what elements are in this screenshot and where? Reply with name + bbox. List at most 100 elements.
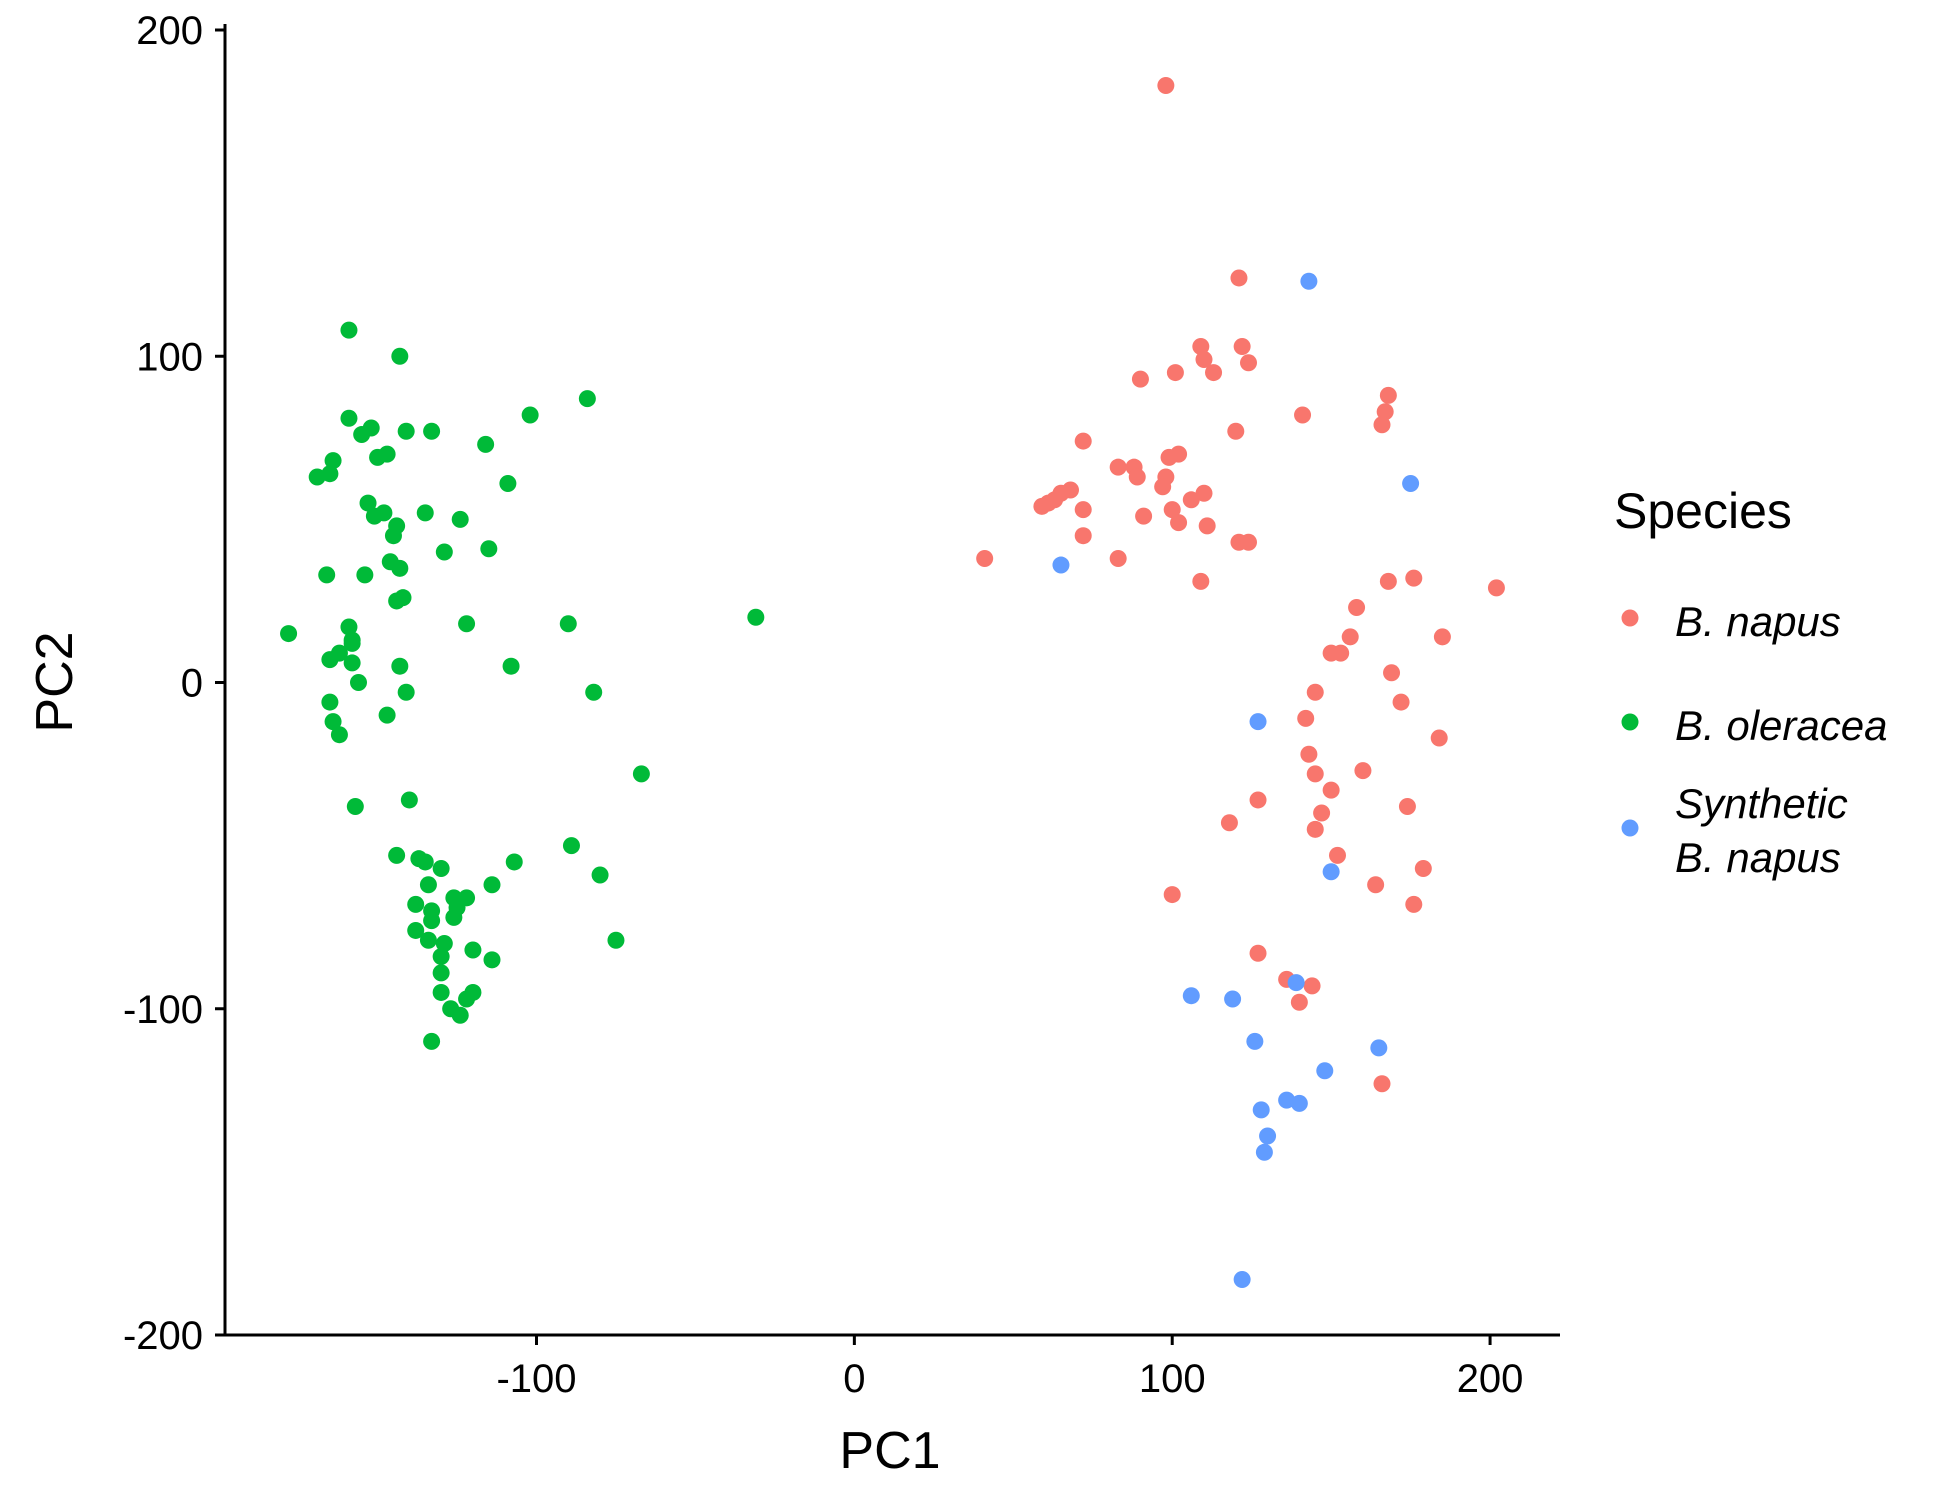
data-point	[1233, 337, 1251, 355]
data-point	[423, 912, 441, 930]
data-point	[1290, 993, 1308, 1011]
data-point	[1300, 272, 1318, 290]
data-point	[1074, 501, 1092, 519]
data-point	[499, 474, 517, 492]
data-point	[1300, 745, 1318, 763]
data-point	[435, 543, 453, 561]
data-point	[1195, 351, 1213, 369]
data-point	[423, 422, 441, 440]
legend-label: B. napus	[1675, 598, 1841, 645]
data-point	[1278, 1091, 1296, 1109]
data-point	[1166, 364, 1184, 382]
data-point	[378, 445, 396, 463]
data-point	[632, 765, 650, 783]
data-point	[1135, 507, 1153, 525]
data-point	[1306, 765, 1324, 783]
data-point	[324, 452, 342, 470]
data-point	[1405, 895, 1423, 913]
data-point	[1332, 644, 1350, 662]
series-2	[280, 321, 765, 1050]
data-point	[1249, 944, 1267, 962]
data-point	[1052, 556, 1070, 574]
data-point	[578, 390, 596, 408]
data-point	[340, 321, 358, 339]
data-point	[1379, 572, 1397, 590]
data-point	[308, 468, 326, 486]
series-3	[1052, 272, 1420, 1289]
data-point	[1306, 683, 1324, 701]
data-point	[378, 706, 396, 724]
data-point	[340, 618, 358, 636]
y-tick-label: -200	[123, 1314, 203, 1358]
data-point	[321, 465, 339, 483]
legend-title: Species	[1614, 483, 1792, 539]
data-point	[480, 540, 498, 558]
data-point	[521, 406, 539, 424]
data-point	[458, 990, 476, 1008]
y-tick-label: 200	[136, 9, 203, 53]
data-point	[397, 422, 415, 440]
data-point	[1109, 458, 1127, 476]
data-point	[1383, 664, 1401, 682]
data-point	[1195, 484, 1213, 502]
data-point	[416, 504, 434, 522]
data-point	[1373, 1075, 1391, 1093]
data-point	[445, 908, 463, 926]
data-point	[1192, 572, 1210, 590]
data-point	[483, 951, 501, 969]
data-point	[397, 683, 415, 701]
legend-label: Synthetic	[1675, 780, 1848, 827]
data-point	[1157, 76, 1175, 94]
data-point	[432, 948, 450, 966]
data-point	[483, 876, 501, 894]
data-point	[1074, 527, 1092, 545]
data-point	[1487, 579, 1505, 597]
data-point	[1220, 814, 1238, 832]
data-point	[432, 983, 450, 1001]
data-point	[1131, 370, 1149, 388]
data-point	[1182, 987, 1200, 1005]
data-point	[1322, 781, 1340, 799]
x-axis-title: PC1	[839, 1422, 940, 1480]
data-point	[384, 527, 402, 545]
y-tick-label: 0	[181, 662, 203, 706]
data-point	[451, 510, 469, 528]
points-layer	[280, 76, 1505, 1289]
data-point	[1074, 432, 1092, 450]
data-point	[391, 657, 409, 675]
data-point	[432, 859, 450, 877]
data-point	[388, 846, 406, 864]
data-point	[318, 566, 336, 584]
data-point	[1249, 791, 1267, 809]
data-point	[435, 935, 453, 952]
data-point	[407, 895, 425, 913]
x-tick-label: 100	[1139, 1357, 1206, 1401]
data-point	[976, 550, 994, 568]
data-point	[1306, 820, 1324, 838]
data-point	[1259, 1127, 1277, 1145]
data-point	[350, 674, 367, 691]
data-point	[1348, 598, 1366, 616]
data-point	[1322, 863, 1340, 881]
data-point	[458, 615, 476, 633]
x-tick-label: 200	[1457, 1357, 1524, 1401]
legend-label: B. oleracea	[1675, 702, 1887, 749]
data-point	[1246, 1032, 1264, 1050]
data-point	[1240, 533, 1257, 551]
data-point	[1354, 762, 1372, 780]
data-point	[321, 651, 339, 669]
data-point	[423, 1032, 441, 1050]
data-point	[356, 566, 374, 584]
data-point	[1182, 491, 1200, 509]
data-point	[502, 657, 520, 675]
series-1	[976, 76, 1505, 1093]
axes: -100 0 100 200 -200 -100 0 100 200	[123, 9, 1560, 1401]
data-point	[365, 507, 383, 525]
data-point	[1329, 846, 1346, 864]
y-tick-label: -100	[123, 988, 203, 1032]
data-point	[280, 625, 298, 643]
y-axis-title: PC2	[26, 631, 84, 732]
data-point	[1033, 497, 1051, 515]
data-point	[1249, 713, 1267, 731]
data-point	[505, 853, 523, 871]
